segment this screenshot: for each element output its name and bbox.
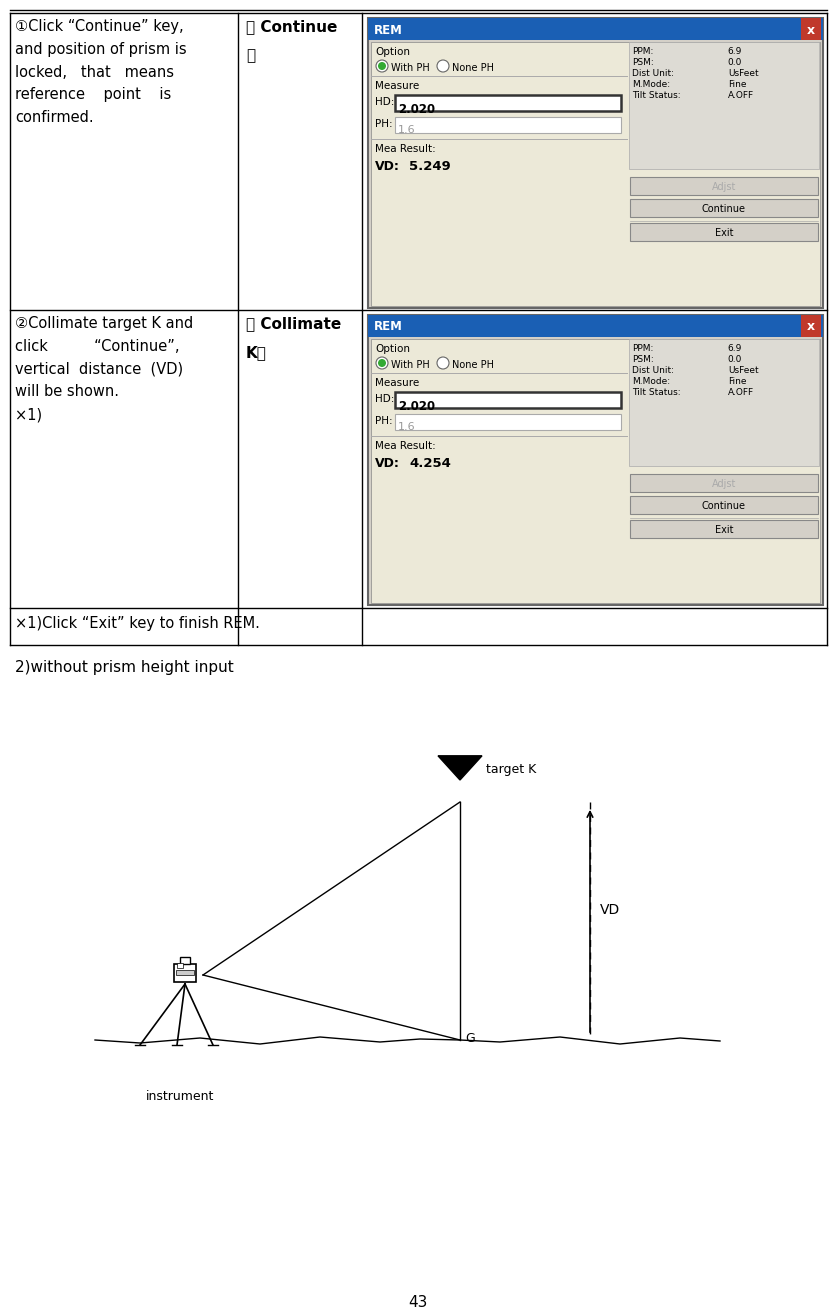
Text: 2.020: 2.020 [398, 400, 435, 413]
Text: 《 Collimate
K》: 《 Collimate K》 [246, 316, 341, 361]
Text: Adjst: Adjst [711, 479, 736, 489]
Text: None PH: None PH [451, 359, 493, 370]
Text: Measure: Measure [375, 81, 419, 91]
Text: 6.9: 6.9 [726, 47, 742, 56]
Text: VD:: VD: [375, 457, 400, 470]
FancyBboxPatch shape [370, 338, 819, 604]
Text: ②Collimate target K and
click          “Continue”,
vertical  distance  (VD)
will: ②Collimate target K and click “Continue”… [15, 316, 193, 422]
FancyBboxPatch shape [370, 42, 819, 306]
Circle shape [378, 62, 385, 70]
Text: x: x [806, 24, 814, 37]
Text: PH:: PH: [375, 416, 392, 426]
Text: None PH: None PH [451, 63, 493, 73]
Circle shape [378, 359, 385, 367]
FancyBboxPatch shape [630, 177, 817, 194]
Polygon shape [437, 756, 482, 781]
Text: 4.254: 4.254 [409, 457, 451, 470]
FancyBboxPatch shape [176, 963, 183, 968]
Text: Measure: Measure [375, 378, 419, 388]
Text: Fine: Fine [726, 80, 746, 89]
Text: PSM:: PSM: [631, 356, 653, 363]
Text: x: x [806, 320, 814, 333]
FancyBboxPatch shape [368, 18, 822, 39]
Text: HD:: HD: [375, 394, 394, 404]
Text: 2.020: 2.020 [398, 104, 435, 115]
Text: With PH: With PH [390, 359, 429, 370]
Text: 1.6: 1.6 [398, 422, 415, 432]
Text: VD: VD [599, 903, 619, 917]
Text: HD:: HD: [375, 97, 394, 108]
Text: Option: Option [375, 344, 410, 354]
Text: Mea Result:: Mea Result: [375, 441, 436, 451]
FancyBboxPatch shape [630, 198, 817, 216]
Text: 5.249: 5.249 [409, 160, 451, 173]
Text: UsFeet: UsFeet [726, 366, 757, 375]
FancyBboxPatch shape [368, 315, 822, 337]
Text: 6.9: 6.9 [726, 344, 742, 353]
Text: Tilt Status:: Tilt Status: [631, 91, 680, 100]
Text: 0.0: 0.0 [726, 58, 742, 67]
Text: 0.0: 0.0 [726, 356, 742, 363]
FancyBboxPatch shape [800, 18, 820, 39]
FancyBboxPatch shape [395, 94, 620, 112]
Text: Adjst: Adjst [711, 182, 736, 192]
Text: Mea Result:: Mea Result: [375, 144, 436, 154]
Text: instrument: instrument [145, 1090, 214, 1103]
FancyBboxPatch shape [630, 474, 817, 492]
Text: target K: target K [486, 762, 536, 775]
Text: A.OFF: A.OFF [726, 91, 753, 100]
Circle shape [375, 60, 388, 72]
FancyBboxPatch shape [395, 117, 620, 133]
Text: REM: REM [374, 320, 402, 333]
Text: PH:: PH: [375, 119, 392, 129]
Text: Fine: Fine [726, 377, 746, 386]
FancyBboxPatch shape [368, 315, 822, 605]
Text: Continue: Continue [701, 501, 745, 510]
Text: Tilt Status:: Tilt Status: [631, 388, 680, 398]
FancyBboxPatch shape [630, 520, 817, 538]
Text: 1.6: 1.6 [398, 125, 415, 135]
Text: ×1)Click “Exit” key to finish REM.: ×1)Click “Exit” key to finish REM. [15, 617, 259, 631]
Text: Dist Unit:: Dist Unit: [631, 366, 673, 375]
Text: M.Mode:: M.Mode: [631, 80, 670, 89]
Text: PPM:: PPM: [631, 344, 653, 353]
Text: PSM:: PSM: [631, 58, 653, 67]
FancyBboxPatch shape [800, 315, 820, 337]
FancyBboxPatch shape [630, 496, 817, 514]
Circle shape [375, 357, 388, 369]
Text: UsFeet: UsFeet [726, 70, 757, 77]
Text: ①Click “Continue” key,
and position of prism is
locked,   that   means
reference: ①Click “Continue” key, and position of p… [15, 18, 186, 125]
Text: Exit: Exit [714, 228, 732, 237]
FancyBboxPatch shape [628, 338, 818, 466]
Text: Option: Option [375, 47, 410, 56]
Text: M.Mode:: M.Mode: [631, 377, 670, 386]
Text: 43: 43 [408, 1295, 427, 1309]
Text: 2)without prism height input: 2)without prism height input [15, 660, 233, 674]
Circle shape [436, 60, 448, 72]
Text: PPM:: PPM: [631, 47, 653, 56]
Text: Exit: Exit [714, 525, 732, 535]
FancyBboxPatch shape [630, 223, 817, 240]
FancyBboxPatch shape [628, 42, 818, 169]
FancyBboxPatch shape [368, 18, 822, 308]
Text: 《 Continue
》: 《 Continue 》 [246, 18, 337, 63]
Text: Continue: Continue [701, 203, 745, 214]
Text: G: G [465, 1033, 474, 1044]
FancyBboxPatch shape [176, 970, 194, 975]
Text: REM: REM [374, 24, 402, 37]
Text: Dist Unit:: Dist Unit: [631, 70, 673, 77]
Circle shape [436, 357, 448, 369]
Text: With PH: With PH [390, 63, 429, 73]
FancyBboxPatch shape [180, 956, 190, 964]
FancyBboxPatch shape [395, 415, 620, 430]
Text: A.OFF: A.OFF [726, 388, 753, 398]
Text: VD:: VD: [375, 160, 400, 173]
FancyBboxPatch shape [395, 392, 620, 408]
FancyBboxPatch shape [174, 964, 196, 981]
